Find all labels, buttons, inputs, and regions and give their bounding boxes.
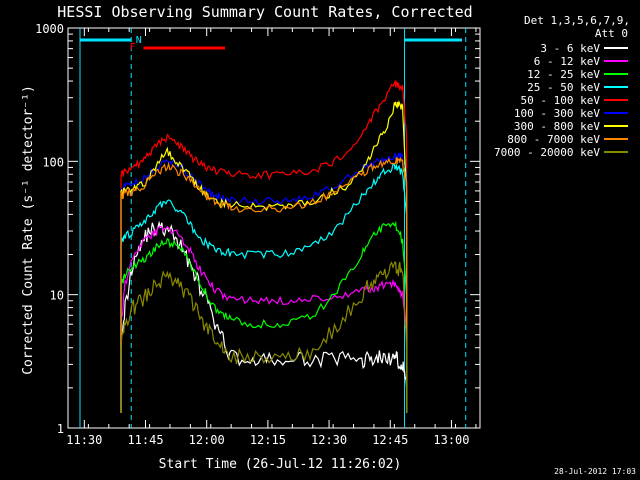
legend-label-4: 25 - 50 keV — [527, 81, 600, 94]
generation-timestamp: 28-Jul-2012 17:03 — [554, 467, 636, 476]
series-line-5 — [120, 79, 408, 413]
chart-title: HESSI Observing Summary Count Rates, Cor… — [57, 3, 472, 21]
series-line-7 — [120, 100, 408, 413]
legend-label-9: 7000 - 20000 keV — [494, 146, 600, 159]
y-tick-label: 100 — [42, 155, 64, 169]
legend-label-7: 300 - 800 keV — [514, 120, 600, 133]
legend-label-1: 3 - 6 keV — [540, 42, 600, 55]
legend-label-8: 800 - 7000 keV — [507, 133, 600, 146]
x-tick-label: 11:30 — [66, 433, 102, 447]
series-lines — [120, 79, 408, 413]
flare-label: F — [130, 42, 136, 53]
legend-header-detectors: Det 1,3,5,6,7,9, — [524, 14, 630, 27]
plot-overlays: NF — [79, 28, 467, 428]
series-line-4 — [120, 163, 408, 413]
series-line-2 — [120, 225, 408, 413]
x-axis-label: Start Time (26-Jul-12 11:26:02) — [159, 457, 402, 472]
series-line-3 — [120, 220, 408, 413]
x-tick-label: 11:45 — [127, 433, 163, 447]
legend-label-2: 6 - 12 keV — [534, 55, 601, 68]
series-line-1 — [120, 220, 408, 413]
x-tick-label: 12:30 — [311, 433, 347, 447]
plot-axes: 11:30 11:45 12:00 12:15 12:30 12:45 13:00 1 10 10… — [35, 22, 481, 447]
x-tick-label: 12:15 — [250, 433, 286, 447]
y-axis-label: Corrected Count Rate (s⁻¹ detector⁻¹) — [21, 85, 36, 375]
x-tick-label: 13:00 — [433, 433, 469, 447]
legend-label-6: 100 - 300 keV — [514, 107, 600, 120]
night-label: N — [136, 35, 142, 46]
legend-header-attenuator: Att 0 — [595, 27, 628, 40]
legend-label-5: 50 - 100 keV — [521, 94, 601, 107]
y-tick-label: 10 — [50, 289, 64, 303]
legend-label-3: 12 - 25 keV — [527, 68, 600, 81]
series-line-8 — [120, 156, 408, 413]
x-tick-label: 12:00 — [189, 433, 225, 447]
y-tick-label: 1 — [57, 422, 64, 436]
series-line-9 — [120, 260, 408, 413]
y-tick-label: 1000 — [35, 22, 64, 36]
x-tick-label: 12:45 — [372, 433, 408, 447]
plot-frame — [67, 27, 481, 429]
